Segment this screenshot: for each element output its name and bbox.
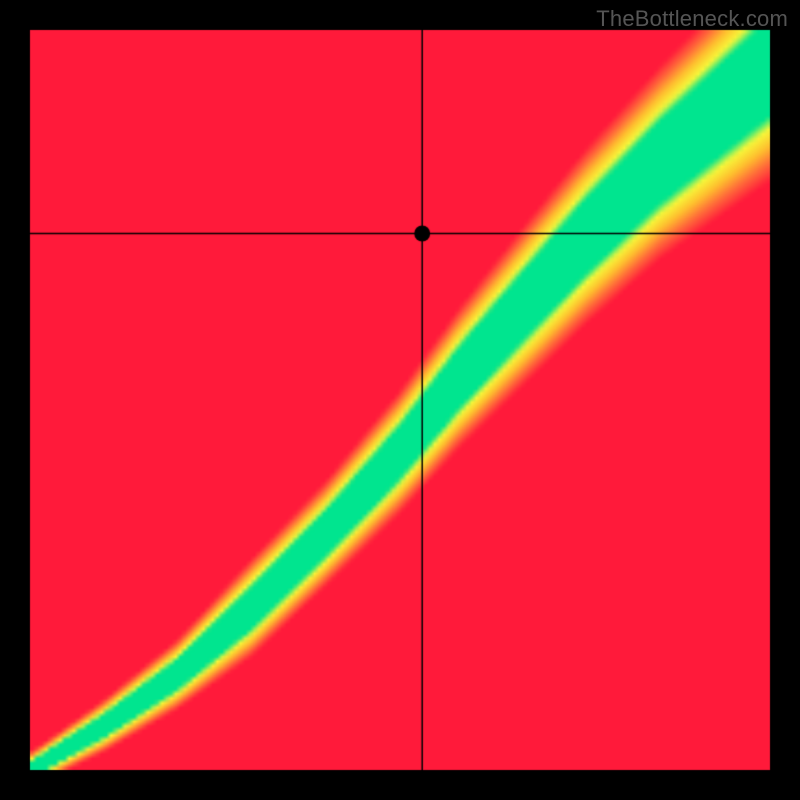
bottleneck-heatmap	[0, 0, 800, 800]
chart-container: TheBottleneck.com	[0, 0, 800, 800]
attribution-text: TheBottleneck.com	[596, 6, 788, 32]
